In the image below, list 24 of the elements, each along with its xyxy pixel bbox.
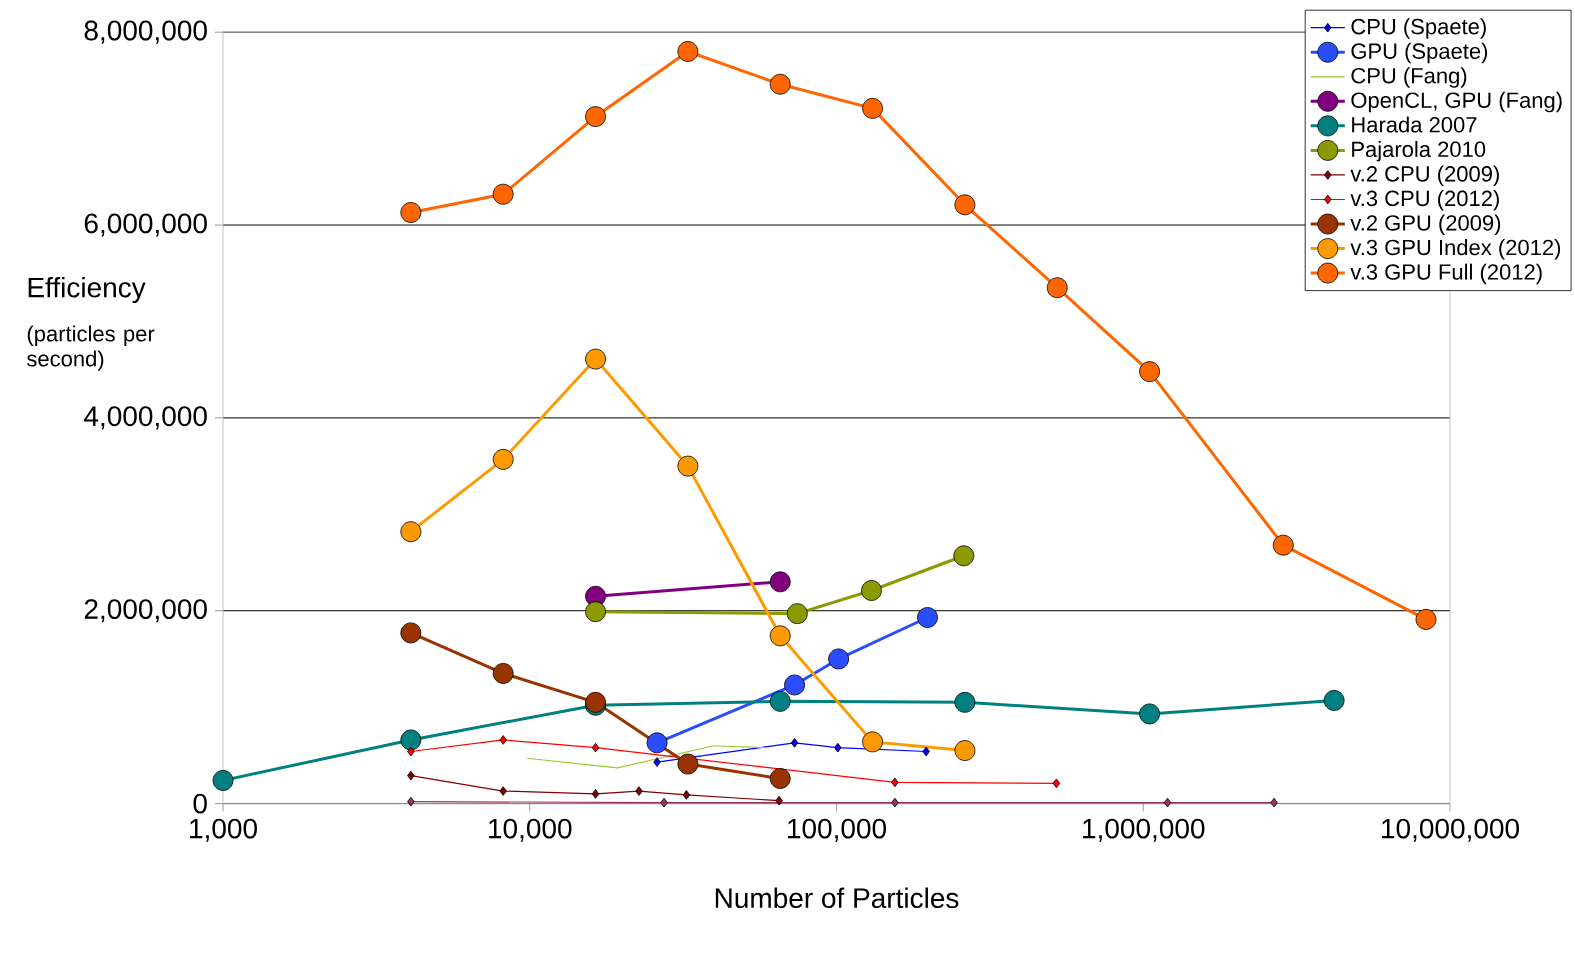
- x-tick-label: 10,000: [489, 818, 572, 842]
- legend-label: v.3 CPU (2012): [1350, 190, 1499, 211]
- y-axis-title: Efficiency: [28, 276, 146, 304]
- legend-label: Harada 2007: [1352, 116, 1477, 133]
- x-tick-label: 100,000: [788, 818, 887, 842]
- legend-label: CPU (Fang): [1351, 67, 1467, 88]
- legend-label: Pajarola 2010: [1352, 140, 1486, 162]
- legend-label: v.2 CPU (2009): [1350, 165, 1499, 186]
- y-tick-label: 4,000,000: [84, 406, 207, 430]
- x-axis-title: Number of Particles: [715, 887, 959, 909]
- legend-label: OpenCL, GPU (Fang): [1351, 91, 1562, 113]
- legend-label: v.3 GPU Full (2012): [1350, 263, 1542, 285]
- legend-label: v.3 GPU Index (2012): [1350, 239, 1561, 260]
- text: (particles per second): [27, 325, 155, 371]
- y-tick-label: 0: [193, 793, 207, 814]
- x-tick-label: 10,000,000: [1382, 818, 1519, 842]
- legend-label: CPU (Spaete): [1351, 18, 1486, 39]
- x-tick-label: 1,000,000: [1083, 818, 1205, 842]
- legend-label: GPU (Spaete): [1351, 42, 1488, 64]
- x-tick-label: 1,000: [190, 818, 257, 842]
- y-tick-label: 8,000,000: [84, 20, 207, 44]
- y-tick-label: 6,000,000: [84, 213, 207, 237]
- legend-label: v.2 GPU (2009): [1350, 214, 1501, 236]
- y-tick-label: 2,000,000: [84, 599, 207, 623]
